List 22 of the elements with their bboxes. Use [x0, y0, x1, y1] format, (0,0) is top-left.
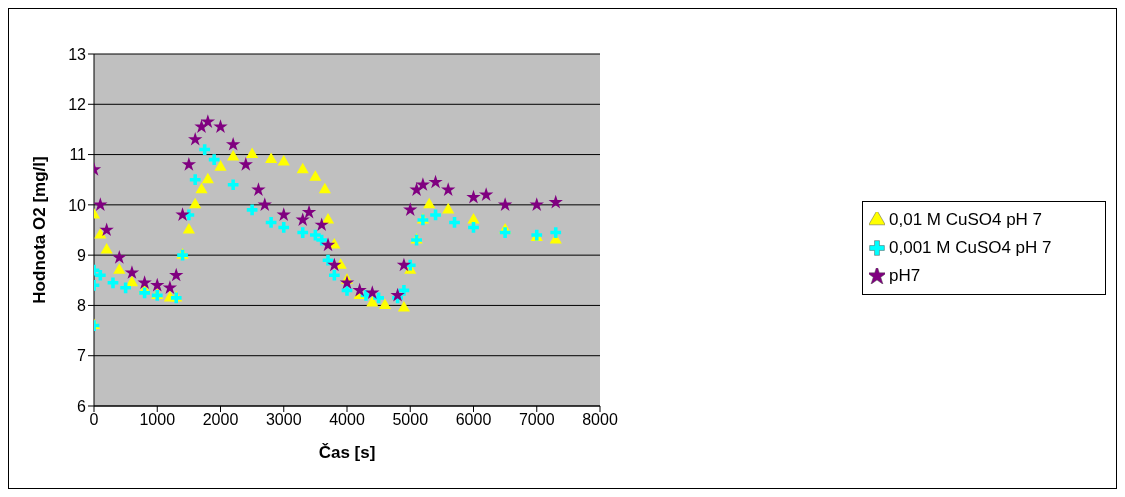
- legend-label: 0,001 M CuSO4 pH 7: [889, 236, 1052, 259]
- x-axis-title: Čas [s]: [318, 443, 376, 462]
- y-axis-title: Hodnota O2 [mg/l]: [30, 156, 50, 304]
- x-tick-label: 3000: [265, 411, 302, 429]
- x-tick-label: 7000: [518, 411, 555, 429]
- y-tick-label: 6: [77, 397, 87, 415]
- x-tick-label: 1000: [139, 411, 176, 429]
- x-tick-label: 0: [89, 411, 99, 429]
- legend-label: pH7: [889, 264, 921, 287]
- x-tick-label: 4000: [329, 411, 365, 429]
- y-tick-label: 7: [77, 347, 87, 365]
- legend-label: 0,01 M CuSO4 pH 7: [889, 208, 1043, 231]
- y-tick-label: 10: [68, 196, 87, 214]
- x-tick-label: 5000: [392, 411, 429, 429]
- y-tick-label: 8: [77, 297, 87, 315]
- x-tick-label: 2000: [202, 411, 239, 429]
- y-tick-label: 12: [68, 95, 87, 113]
- x-tick-label: 8000: [582, 411, 618, 429]
- y-tick-label: 9: [77, 246, 87, 264]
- y-tick-label: 13: [68, 45, 87, 63]
- y-tick-label: 11: [69, 146, 87, 164]
- x-tick-label: 6000: [455, 411, 492, 429]
